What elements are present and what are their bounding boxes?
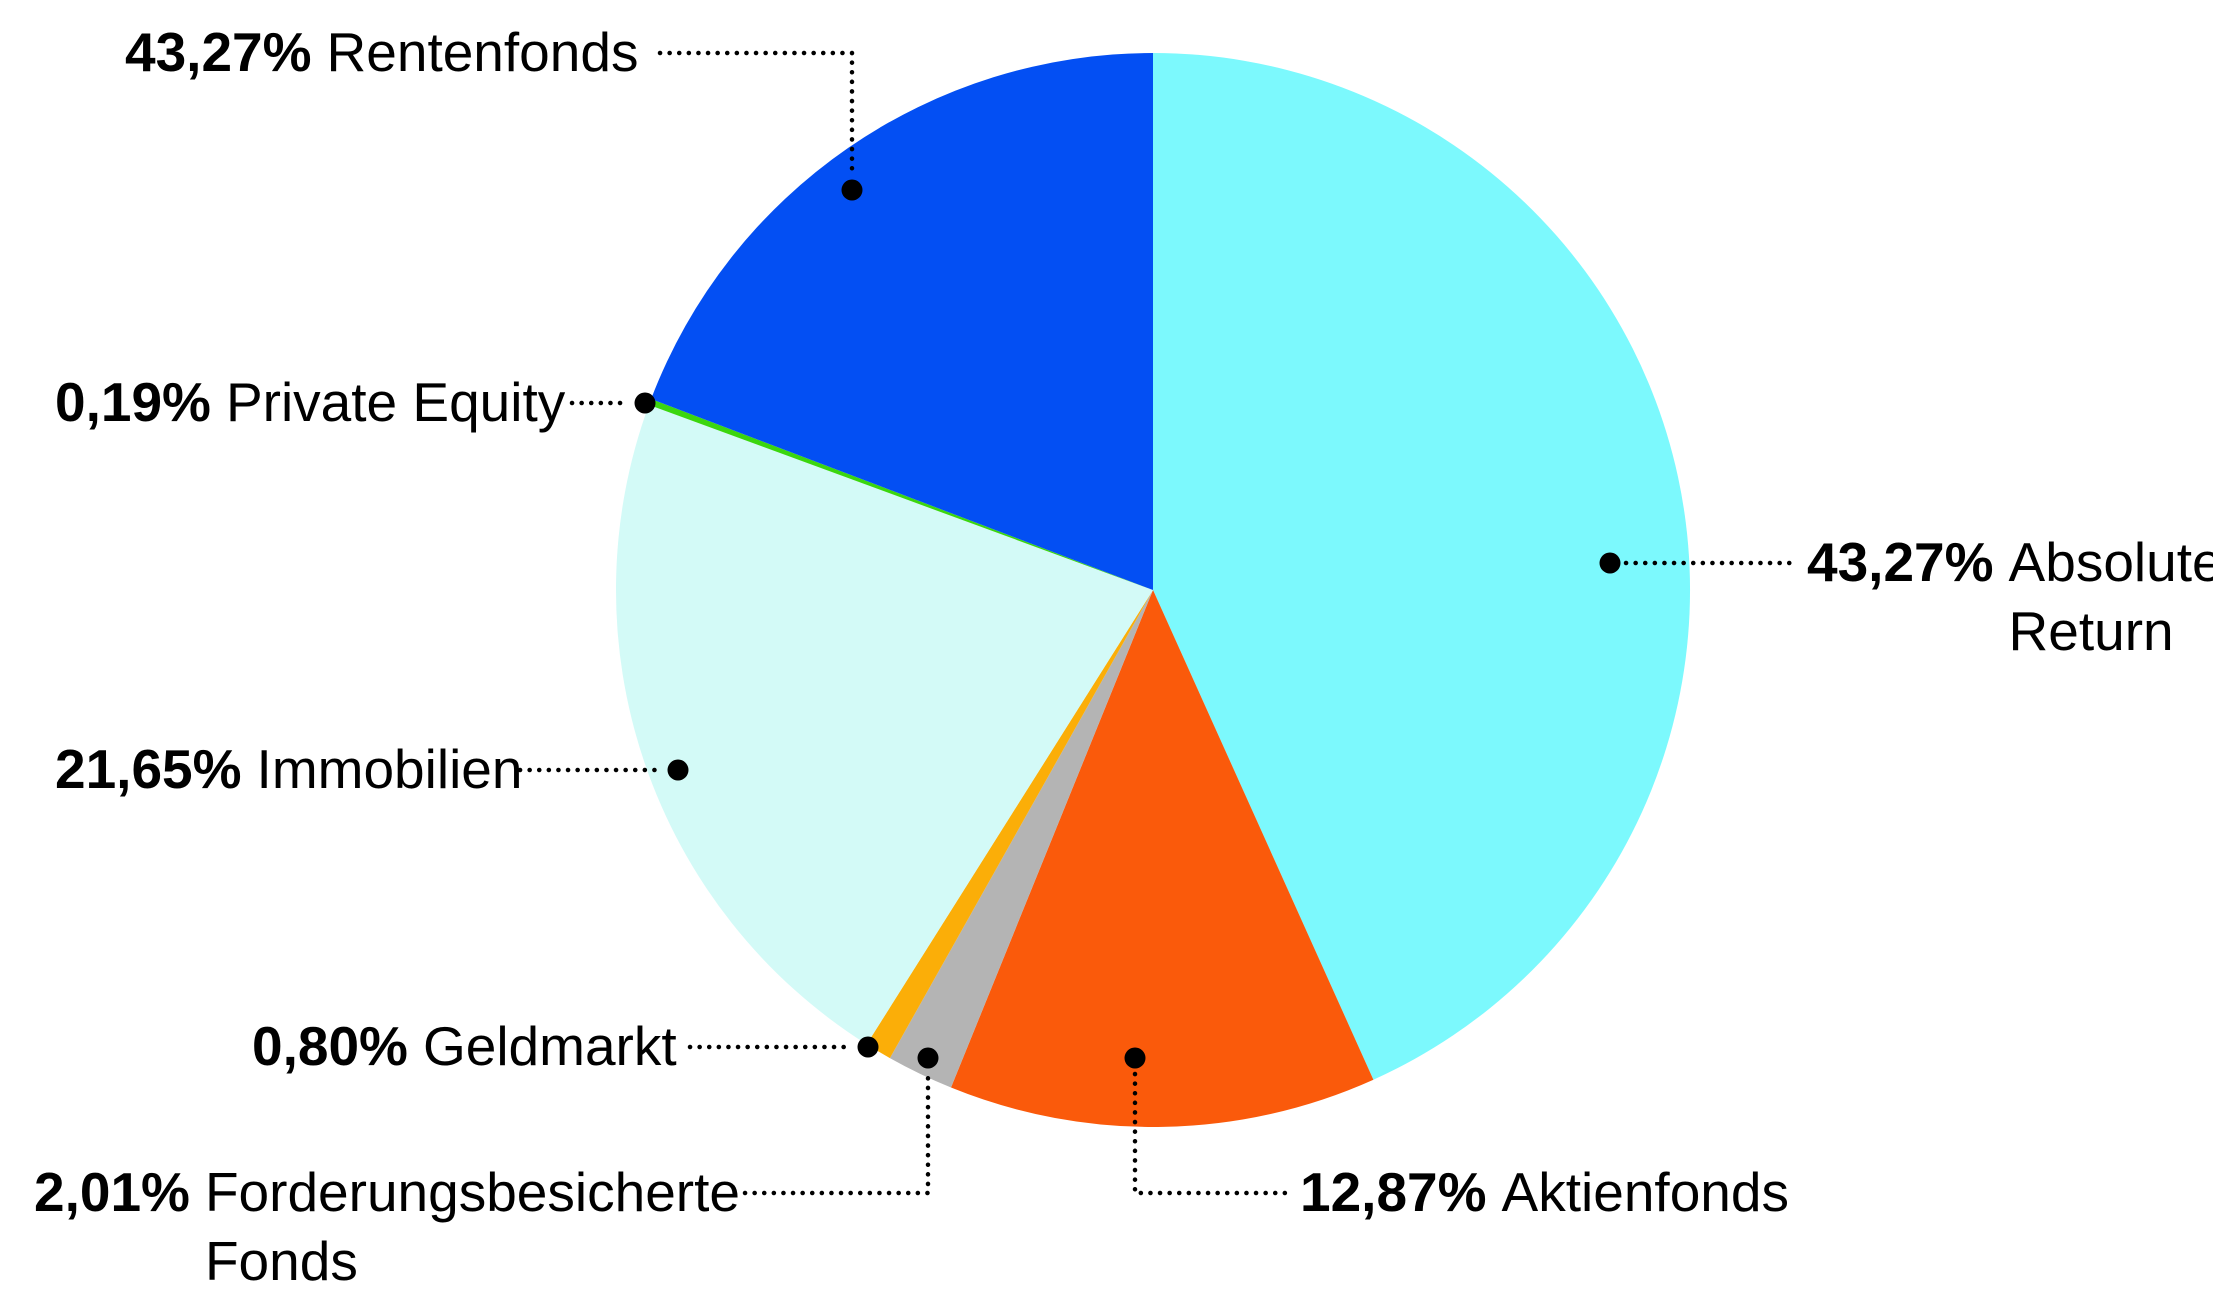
pie-slice-aktienfonds [951,590,1374,1127]
marker-dot-immobilien [667,759,689,781]
aktienfonds-percent: 12,87% [1300,1161,1487,1223]
marker-dot-aktienfonds [1124,1047,1146,1069]
private-equity-name: Private Equity [225,371,566,433]
marker-dot-absolute-return [1599,552,1621,574]
immobilien-percent: 21,65% [55,738,242,800]
pie-slice-private-equity [648,399,1153,590]
marker-dot-forderungsbesicherte-fonds [917,1047,939,1069]
absolute-return-percent: 43,27% [1807,531,1994,593]
callout-absolute-return: 43,27% Absolute Return [1807,528,2213,666]
marker-dot-private-equity [634,392,656,414]
aktienfonds-name: Aktienfonds [1501,1161,1789,1223]
forderungsbesicherte-fonds-percent: 2,01% [34,1161,190,1223]
leader-line-forderungsbesicherte-fonds [742,1071,931,1196]
pie-slice-immobilien [615,404,1153,1045]
marker-dot-rentenfonds [841,179,863,201]
callout-forderungsbesicherte-fonds: 2,01% Forderungsbesicherte Fonds [34,1158,750,1292]
immobilien-name: Immobilien [256,738,523,800]
callout-immobilien: 21,65% Immobilien [55,735,522,804]
rentenfonds-name: Rentenfonds [326,21,639,83]
marker-dot-geldmarkt [857,1036,879,1058]
pie-slice-absolute-return [1153,53,1691,1080]
leader-line-rentenfonds [657,50,855,177]
pie-slice-rentenfonds [651,52,1153,590]
rentenfonds-percent: 43,27% [125,21,312,83]
absolute-return-name: Absolute Return [2008,531,2213,662]
leader-line-aktienfonds [1132,1071,1291,1196]
private-equity-percent: 0,19% [55,371,211,433]
pie-slice-forderungsbesicherte-fonds [889,590,1153,1088]
callout-geldmarkt: 0,80% Geldmarkt [252,1012,677,1081]
callout-rentenfonds: 43,27% Rentenfonds [125,18,638,87]
geldmarkt-percent: 0,80% [252,1015,408,1077]
geldmarkt-name: Geldmarkt [422,1015,677,1077]
pie-slice-geldmarkt [866,590,1153,1059]
forderungsbesicherte-fonds-name: Forderungsbesicherte Fonds [204,1161,740,1292]
callout-private-equity: 0,19% Private Equity [55,368,565,437]
callout-aktienfonds: 12,87% Aktienfonds [1300,1158,1789,1227]
